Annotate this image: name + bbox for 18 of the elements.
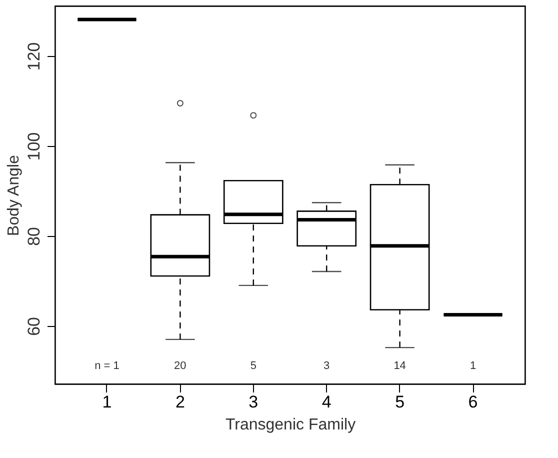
annotation: 3: [324, 360, 330, 372]
y-tick-label: 80: [24, 226, 44, 246]
x-tick-label: 6: [468, 392, 478, 412]
x-axis-title: Transgenic Family: [225, 416, 356, 434]
x-tick-label: 5: [395, 392, 405, 412]
annotation: 20: [174, 360, 186, 372]
x-tick-label: 2: [175, 392, 185, 412]
annotation: n = 1: [94, 360, 120, 372]
annotation: 5: [250, 360, 256, 372]
annotation: 1: [470, 360, 476, 372]
x-tick-label: 1: [102, 392, 112, 412]
x-tick-label: 3: [248, 392, 258, 412]
y-axis-title: Body Angle: [6, 154, 22, 236]
y-tick-label: 60: [24, 316, 44, 336]
y-tick-label: 100: [24, 132, 44, 161]
y-tick-label: 120: [24, 42, 44, 71]
x-tick-label: 4: [322, 392, 332, 412]
annotation: 14: [394, 360, 406, 372]
